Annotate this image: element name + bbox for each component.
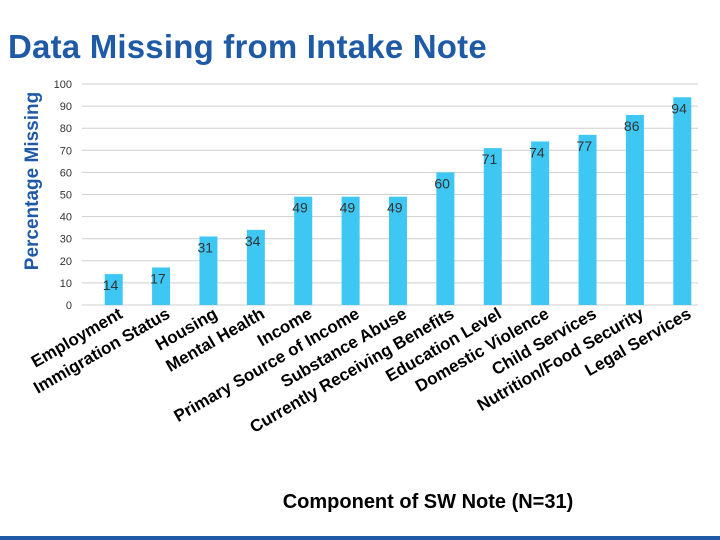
y-tick-label: 50 [60,190,72,202]
data-label: 74 [529,144,545,160]
y-tick-label: 60 [60,167,72,179]
bar [578,134,597,305]
data-label: 94 [671,100,687,116]
chart-bars [104,97,692,305]
data-label: 49 [292,200,308,216]
bar [483,148,502,305]
data-label: 34 [245,233,261,249]
data-label: 77 [577,138,593,154]
data-label: 71 [482,151,498,167]
y-tick-label: 10 [60,278,72,290]
bar [436,172,455,305]
bar [152,267,171,305]
y-tick-label: 40 [60,212,72,224]
y-tick-label: 90 [60,101,72,113]
y-axis-tick-labels: 0 10 20 30 40 50 60 70 80 90 100 [54,79,72,312]
bar [389,196,407,305]
y-axis-label: Percentage Missing [22,92,43,270]
bar [531,141,550,305]
y-tick-label: 0 [66,300,72,312]
data-label: 49 [340,200,356,216]
data-label: 17 [150,270,166,286]
bar [673,97,692,305]
bar [341,196,360,305]
y-tick-label: 20 [60,256,72,268]
y-tick-label: 70 [60,145,72,157]
data-label: 31 [197,239,213,255]
bar [246,229,265,305]
bar [625,114,644,305]
data-label: 49 [387,200,403,216]
footer-accent-bar [0,536,720,540]
data-label: 14 [103,277,119,293]
x-axis-label: Component of SW Note (N=31) [283,491,574,513]
y-tick-label: 80 [60,123,72,135]
y-tick-label: 100 [54,79,72,91]
bar [104,274,123,305]
data-label: 86 [624,118,640,134]
y-tick-label: 30 [60,234,72,246]
page-title: Data Missing from Intake Note [8,28,487,65]
bar [294,196,313,305]
data-label: 60 [434,175,450,191]
data-labels: 14 17 31 34 49 49 49 60 71 74 77 86 94 [103,100,687,293]
bar [199,236,218,305]
